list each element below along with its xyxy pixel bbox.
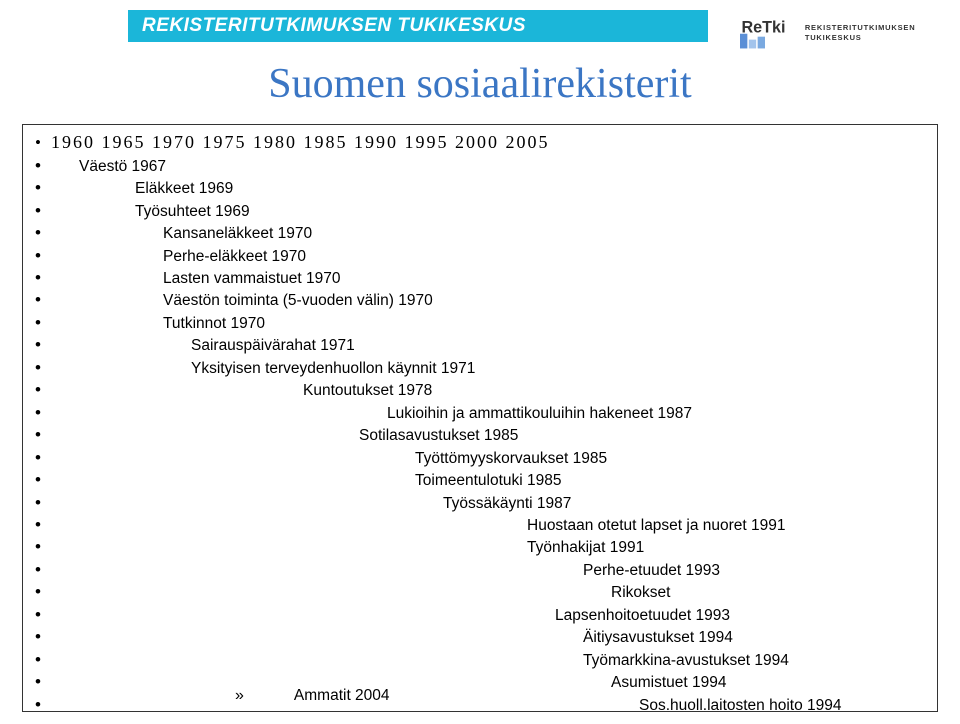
timeline-years: • 1960 1965 1970 1975 1980 1985 1990 199… bbox=[51, 131, 925, 155]
list-item-label: Väestön toiminta (5-vuoden välin) 1970 bbox=[163, 291, 433, 311]
content-box: • 1960 1965 1970 1975 1980 1985 1990 199… bbox=[22, 124, 938, 712]
bullet-icon: • bbox=[35, 267, 43, 289]
bullet-icon: • bbox=[35, 671, 43, 693]
list-item-label: Sairauspäivärahat 1971 bbox=[191, 336, 355, 356]
bullet-icon: • bbox=[35, 469, 43, 491]
list-item-label: Lukioihin ja ammattikouluihin hakeneet 1… bbox=[387, 404, 692, 424]
list-item-label: Väestö 1967 bbox=[79, 157, 166, 177]
list-item: •Työsuhteet 1969 bbox=[51, 200, 925, 222]
logo-subtext: REKISTERITUTKIMUKSEN TUKIKESKUS bbox=[805, 23, 930, 43]
list-item-label: Työnhakijat 1991 bbox=[527, 538, 644, 558]
bullet-icon: • bbox=[35, 604, 43, 626]
bullet-icon: • bbox=[35, 200, 43, 222]
list-item: •Työssäkäynti 1987 bbox=[51, 492, 925, 514]
bullet-icon: • bbox=[35, 379, 43, 401]
list-item-label: Työssäkäynti 1987 bbox=[443, 494, 571, 514]
page-title: Suomen sosiaalirekisterit bbox=[0, 60, 960, 108]
bullet-icon: • bbox=[35, 626, 43, 648]
list-item-label: Asumistuet 1994 bbox=[611, 673, 726, 693]
list-item-label: Huostaan otetut lapset ja nuoret 1991 bbox=[527, 516, 786, 536]
bullet-icon: • bbox=[35, 155, 43, 177]
list-item-label: Lasten vammaistuet 1970 bbox=[163, 269, 341, 289]
list-item: •Sotilasavustukset 1985 bbox=[51, 424, 925, 446]
logo-caption: REKISTERITUTKIMUKSEN TUKIKESKUS bbox=[805, 23, 930, 43]
list-item: •Perhe-etuudet 1993 bbox=[51, 559, 925, 581]
list-item-label: Rikokset bbox=[611, 583, 670, 603]
list-item: •Toimeentulotuki 1985 bbox=[51, 469, 925, 491]
item-list: •Väestö 1967•Eläkkeet 1969•Työsuhteet 19… bbox=[51, 155, 925, 712]
list-item-label: Työmarkkina-avustukset 1994 bbox=[583, 651, 789, 671]
svg-text:ReTki: ReTki bbox=[741, 18, 785, 36]
bullet-icon: • bbox=[35, 312, 43, 334]
bullet-icon: • bbox=[35, 289, 43, 311]
bullet-icon: • bbox=[35, 447, 43, 469]
list-item-label: Tutkinnot 1970 bbox=[163, 314, 265, 334]
bullet-icon: • bbox=[35, 694, 43, 712]
slide: REKISTERITUTKIMUKSEN TUKIKESKUS ReTki RE… bbox=[0, 0, 960, 724]
bullet-icon: • bbox=[35, 536, 43, 558]
list-item: •Kansaneläkkeet 1970 bbox=[51, 222, 925, 244]
list-item: •Työnhakijat 1991 bbox=[51, 536, 925, 558]
list-item: •Rikokset bbox=[51, 581, 925, 603]
list-item: •Eläkkeet 1969 bbox=[51, 177, 925, 199]
bullet-icon: • bbox=[35, 581, 43, 603]
last-item: » Ammatit 2004 bbox=[45, 687, 390, 705]
list-item-label: Toimeentulotuki 1985 bbox=[415, 471, 562, 491]
list-item-label: Sotilasavustukset 1985 bbox=[359, 426, 518, 446]
list-item: •Lukioihin ja ammattikouluihin hakeneet … bbox=[51, 402, 925, 424]
list-item-label: Kuntoutukset 1978 bbox=[303, 381, 432, 401]
list-item: •Tutkinnot 1970 bbox=[51, 312, 925, 334]
guillemet-icon: » bbox=[235, 687, 244, 705]
list-item-label: Sos.huoll.laitosten hoito 1994 bbox=[639, 696, 842, 712]
bullet-icon: • bbox=[35, 402, 43, 424]
list-item-label: Perhe-eläkkeet 1970 bbox=[163, 247, 306, 267]
list-item-label: Yksityisen terveydenhuollon käynnit 1971 bbox=[191, 359, 475, 379]
bullet-icon: • bbox=[35, 649, 43, 671]
list-item: •Huostaan otetut lapset ja nuoret 1991 bbox=[51, 514, 925, 536]
bullet-icon: • bbox=[35, 177, 43, 199]
list-item-label: Työsuhteet 1969 bbox=[135, 202, 250, 222]
logo-svg: ReTki bbox=[740, 12, 799, 54]
list-item: •Lapsenhoitoetuudet 1993 bbox=[51, 604, 925, 626]
list-item: •Väestö 1967 bbox=[51, 155, 925, 177]
list-item: •Perhe-eläkkeet 1970 bbox=[51, 245, 925, 267]
list-item-label: Lapsenhoitoetuudet 1993 bbox=[555, 606, 730, 626]
bullet-icon: • bbox=[35, 357, 43, 379]
list-item: •Työttömyyskorvaukset 1985 bbox=[51, 447, 925, 469]
header-banner: REKISTERITUTKIMUKSEN TUKIKESKUS bbox=[128, 10, 708, 42]
list-item-label: Kansaneläkkeet 1970 bbox=[163, 224, 312, 244]
list-item-label: Eläkkeet 1969 bbox=[135, 179, 233, 199]
list-item-label: Äitiysavustukset 1994 bbox=[583, 628, 733, 648]
logo-mark: ReTki bbox=[740, 12, 799, 54]
list-item: •Väestön toiminta (5-vuoden välin) 1970 bbox=[51, 289, 925, 311]
logo: ReTki REKISTERITUTKIMUKSEN TUKIKESKUS bbox=[740, 5, 930, 61]
list-item: •Työmarkkina-avustukset 1994 bbox=[51, 649, 925, 671]
bullet-icon: • bbox=[35, 492, 43, 514]
list-item: •Kuntoutukset 1978 bbox=[51, 379, 925, 401]
list-item: •Yksityisen terveydenhuollon käynnit 197… bbox=[51, 357, 925, 379]
banner-text: REKISTERITUTKIMUKSEN TUKIKESKUS bbox=[142, 15, 526, 37]
list-item-label: Ammatit 2004 bbox=[294, 687, 390, 705]
list-item-label: Työttömyyskorvaukset 1985 bbox=[415, 449, 607, 469]
bullet-icon: • bbox=[35, 132, 43, 154]
list-item: •Äitiysavustukset 1994 bbox=[51, 626, 925, 648]
bullet-icon: • bbox=[35, 559, 43, 581]
bullet-icon: • bbox=[35, 334, 43, 356]
bullet-icon: • bbox=[35, 514, 43, 536]
bullet-icon: • bbox=[35, 222, 43, 244]
bullet-icon: • bbox=[35, 424, 43, 446]
bullet-icon: • bbox=[35, 245, 43, 267]
list-item-label: Perhe-etuudet 1993 bbox=[583, 561, 720, 581]
list-item: •Lasten vammaistuet 1970 bbox=[51, 267, 925, 289]
list-item: •Sairauspäivärahat 1971 bbox=[51, 334, 925, 356]
